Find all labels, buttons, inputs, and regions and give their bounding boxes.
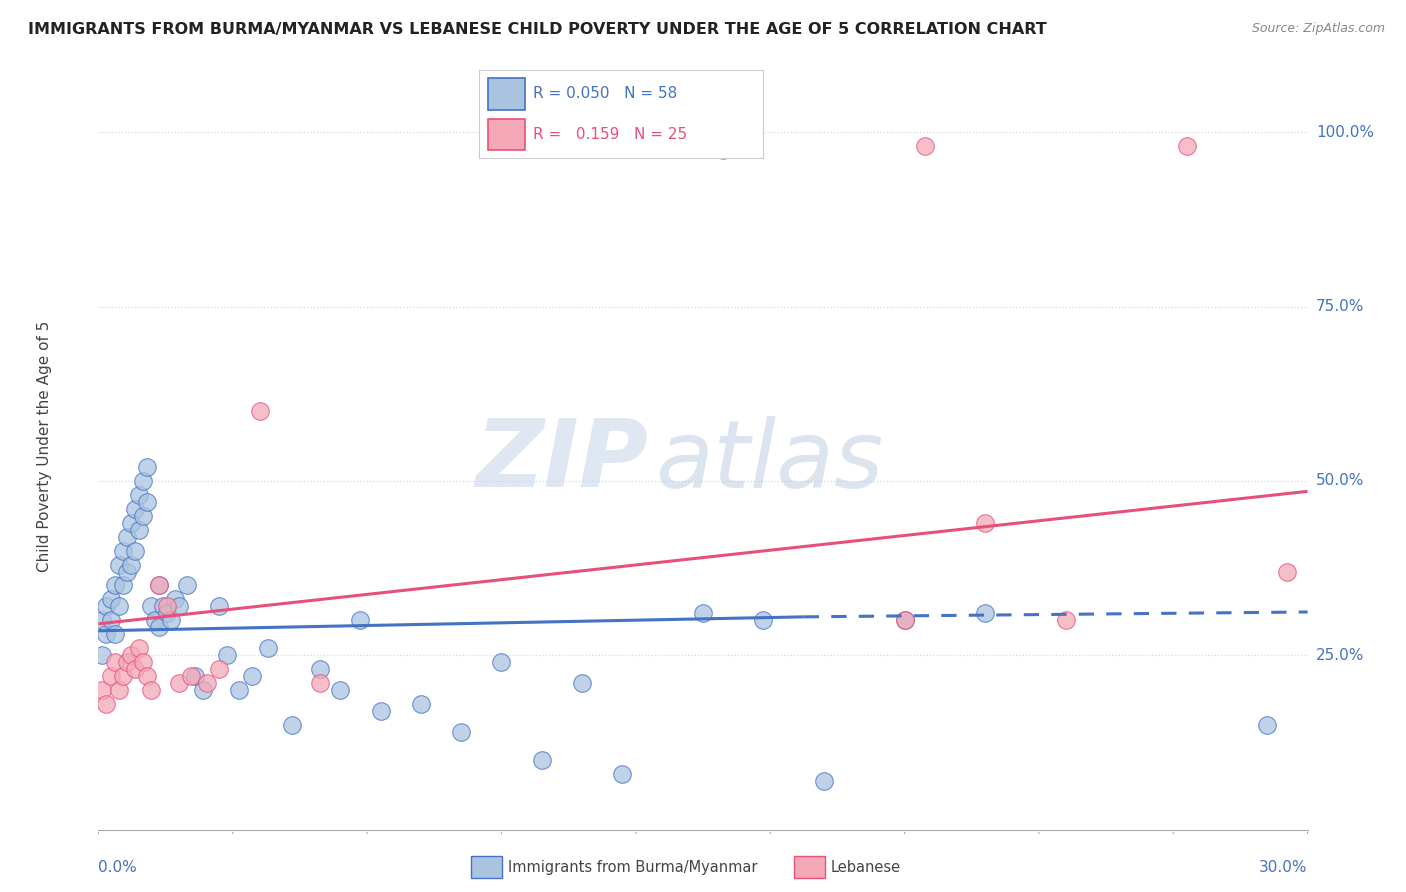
Point bbox=[111, 543, 134, 558]
Point bbox=[124, 501, 146, 516]
Point bbox=[893, 613, 915, 627]
Point bbox=[152, 599, 174, 614]
Point bbox=[103, 627, 125, 641]
Text: Source: ZipAtlas.com: Source: ZipAtlas.com bbox=[1251, 22, 1385, 36]
Point bbox=[120, 516, 142, 530]
Point bbox=[208, 662, 231, 676]
Point bbox=[309, 662, 332, 676]
Text: 100.0%: 100.0% bbox=[1316, 125, 1374, 140]
Point bbox=[711, 143, 734, 157]
Point bbox=[124, 662, 146, 676]
Point bbox=[124, 543, 146, 558]
Point bbox=[100, 592, 122, 607]
Point bbox=[103, 655, 125, 669]
Point bbox=[893, 613, 915, 627]
Point bbox=[167, 676, 190, 690]
Point bbox=[111, 578, 134, 592]
Point bbox=[160, 613, 183, 627]
Point bbox=[491, 655, 513, 669]
Text: 75.0%: 75.0% bbox=[1316, 299, 1364, 314]
Point bbox=[103, 578, 125, 592]
Point bbox=[96, 599, 118, 614]
Point bbox=[167, 599, 190, 614]
Point bbox=[100, 613, 122, 627]
Point bbox=[217, 648, 239, 663]
Point bbox=[1175, 139, 1198, 153]
Point bbox=[752, 613, 775, 627]
Point bbox=[143, 613, 166, 627]
Text: Lebanese: Lebanese bbox=[831, 860, 901, 874]
Point bbox=[1256, 718, 1278, 732]
Text: 50.0%: 50.0% bbox=[1316, 474, 1364, 488]
Point bbox=[107, 599, 129, 614]
Point bbox=[813, 773, 835, 788]
Point bbox=[128, 523, 150, 537]
Point bbox=[100, 669, 122, 683]
Point bbox=[349, 613, 371, 627]
Point bbox=[128, 641, 150, 656]
Point bbox=[115, 565, 138, 579]
Point bbox=[148, 578, 170, 592]
Point bbox=[228, 683, 250, 698]
Point bbox=[156, 607, 179, 621]
Point bbox=[128, 488, 150, 502]
Point bbox=[107, 558, 129, 572]
Text: 25.0%: 25.0% bbox=[1316, 648, 1364, 663]
Point bbox=[135, 669, 157, 683]
Text: ZIP: ZIP bbox=[475, 416, 648, 508]
Point bbox=[240, 669, 263, 683]
Text: atlas: atlas bbox=[655, 416, 883, 507]
Point bbox=[115, 655, 138, 669]
Point bbox=[107, 683, 129, 698]
Point bbox=[329, 683, 352, 698]
Point bbox=[281, 718, 304, 732]
Point bbox=[692, 607, 714, 621]
Text: 0.0%: 0.0% bbox=[98, 860, 138, 875]
Point bbox=[195, 676, 218, 690]
Point bbox=[249, 404, 271, 418]
Point bbox=[974, 607, 997, 621]
Point bbox=[120, 558, 142, 572]
Point bbox=[148, 578, 170, 592]
Point bbox=[135, 459, 157, 474]
Point bbox=[256, 641, 278, 656]
Point bbox=[571, 676, 593, 690]
Point bbox=[974, 516, 997, 530]
Point bbox=[132, 655, 155, 669]
Point bbox=[115, 530, 138, 544]
Point bbox=[914, 139, 936, 153]
Point bbox=[176, 578, 198, 592]
Point bbox=[163, 592, 186, 607]
Point bbox=[132, 474, 155, 488]
Point bbox=[91, 683, 114, 698]
Point bbox=[1277, 565, 1299, 579]
Point bbox=[370, 704, 392, 718]
Point bbox=[132, 508, 155, 523]
Point bbox=[450, 725, 472, 739]
Point bbox=[409, 697, 432, 711]
Point bbox=[180, 669, 202, 683]
Point bbox=[111, 669, 134, 683]
Point bbox=[120, 648, 142, 663]
Point bbox=[309, 676, 332, 690]
Text: 30.0%: 30.0% bbox=[1260, 860, 1308, 875]
Point bbox=[91, 648, 114, 663]
Point bbox=[184, 669, 207, 683]
Point bbox=[139, 599, 162, 614]
Point bbox=[1054, 613, 1077, 627]
Text: Immigrants from Burma/Myanmar: Immigrants from Burma/Myanmar bbox=[508, 860, 756, 874]
Point bbox=[135, 495, 157, 509]
Point bbox=[612, 766, 634, 780]
Point bbox=[156, 599, 179, 614]
Point bbox=[530, 753, 553, 767]
Point bbox=[96, 697, 118, 711]
Point bbox=[91, 613, 114, 627]
Point bbox=[96, 627, 118, 641]
Point bbox=[208, 599, 231, 614]
Point bbox=[193, 683, 215, 698]
Point bbox=[148, 620, 170, 634]
Text: IMMIGRANTS FROM BURMA/MYANMAR VS LEBANESE CHILD POVERTY UNDER THE AGE OF 5 CORRE: IMMIGRANTS FROM BURMA/MYANMAR VS LEBANES… bbox=[28, 22, 1047, 37]
Text: Child Poverty Under the Age of 5: Child Poverty Under the Age of 5 bbox=[37, 320, 52, 572]
Point bbox=[139, 683, 162, 698]
